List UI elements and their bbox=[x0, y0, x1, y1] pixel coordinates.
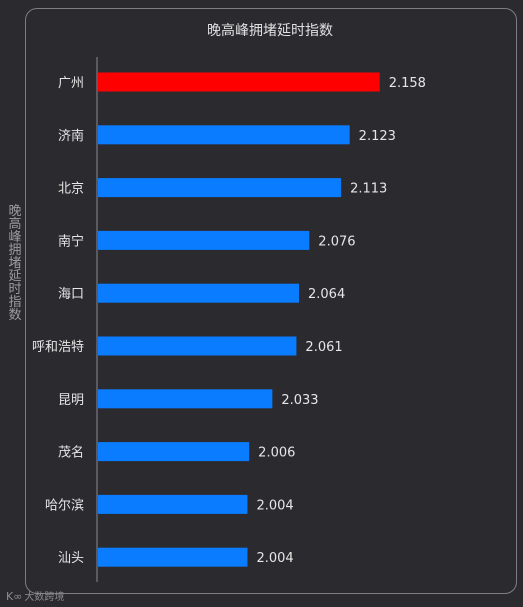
watermark: K∞ 大数跨境 bbox=[6, 588, 64, 603]
bars-group: 广州 2.158 济南 2.123 北京 2.113 南宁 2.076 海口 2.064 呼和浩特 2… bbox=[32, 72, 426, 567]
bar-5 bbox=[98, 336, 297, 356]
chart-title: 晚高峰拥堵延时指数 bbox=[207, 22, 333, 39]
value-label-0: 2.158 bbox=[389, 76, 426, 91]
value-label-1: 2.123 bbox=[359, 129, 396, 144]
value-label-5: 2.061 bbox=[305, 340, 342, 355]
category-label-8: 哈尔滨 bbox=[45, 497, 84, 513]
category-label-7: 茂名 bbox=[58, 445, 84, 461]
bar-7 bbox=[98, 442, 250, 462]
bar-8 bbox=[98, 494, 248, 514]
bar-2 bbox=[98, 178, 342, 198]
bar-0 bbox=[98, 72, 380, 92]
bar-9 bbox=[98, 547, 248, 567]
value-label-2: 2.113 bbox=[350, 182, 387, 197]
bar-3 bbox=[98, 230, 310, 250]
category-label-3: 南宁 bbox=[58, 233, 84, 249]
chart-panel bbox=[25, 8, 517, 594]
value-label-7: 2.006 bbox=[258, 446, 295, 461]
category-label-4: 海口 bbox=[58, 287, 84, 302]
bar-4 bbox=[98, 283, 299, 303]
category-label-0: 广州 bbox=[58, 76, 84, 91]
category-label-2: 北京 bbox=[58, 182, 84, 197]
y-axis-label: 晚高峰拥堵延时指数 bbox=[6, 204, 22, 321]
watermark-logo: K∞ bbox=[6, 590, 23, 603]
value-label-6: 2.033 bbox=[281, 393, 318, 408]
value-label-9: 2.004 bbox=[256, 551, 293, 566]
value-label-8: 2.004 bbox=[256, 498, 293, 513]
bar-1 bbox=[98, 125, 350, 145]
category-label-9: 汕头 bbox=[58, 551, 84, 566]
value-label-3: 2.076 bbox=[318, 234, 355, 249]
value-label-4: 2.064 bbox=[308, 287, 345, 302]
category-label-5: 呼和浩特 bbox=[32, 340, 84, 355]
bar-6 bbox=[98, 389, 273, 409]
category-label-6: 昆明 bbox=[58, 393, 84, 408]
watermark-text: 大数跨境 bbox=[24, 592, 65, 603]
category-label-1: 济南 bbox=[58, 128, 84, 144]
